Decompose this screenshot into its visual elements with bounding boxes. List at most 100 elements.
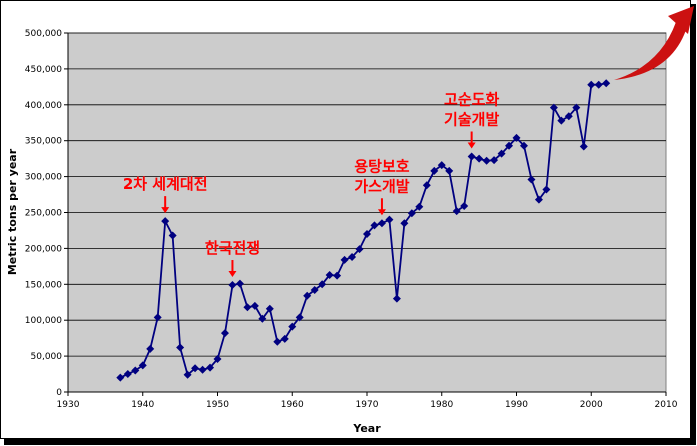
data-point <box>310 286 319 295</box>
data-point <box>318 280 327 289</box>
y-tick-label: 400,000 <box>25 101 62 111</box>
annotation-label: 가스개발 <box>354 177 409 195</box>
x-axis-ticks: 1930 1940 1950 1960 1970 1980 1990 2000 2010 <box>57 33 678 410</box>
data-point <box>594 80 603 89</box>
data-point <box>198 365 207 374</box>
data-point <box>340 255 349 264</box>
data-point <box>363 230 371 239</box>
data-point <box>392 294 401 303</box>
trend-arrow-icon <box>614 6 694 80</box>
data-point <box>348 253 357 262</box>
data-point <box>250 301 259 310</box>
annotation-arrow-head <box>467 142 476 149</box>
data-point <box>243 303 252 312</box>
data-point <box>400 219 409 228</box>
data-point <box>557 116 566 125</box>
y-axis-title: Metric tons per year <box>6 148 19 275</box>
y-tick-label: 0 <box>56 388 62 398</box>
data-point <box>161 217 170 226</box>
annotation-label: 2차 세계대전 <box>123 175 208 193</box>
data-point <box>325 270 334 279</box>
data-point <box>505 141 514 150</box>
data-point <box>265 304 274 313</box>
y-tick-label: 450,000 <box>25 65 62 75</box>
data-point <box>333 271 342 280</box>
data-point <box>549 103 558 112</box>
annotation-korea: 한국전쟁 <box>205 239 260 278</box>
data-point <box>183 370 192 379</box>
data-point <box>355 245 364 254</box>
annotation-label: 용탕보호 <box>354 157 409 175</box>
data-point <box>295 313 304 322</box>
data-point <box>437 161 446 170</box>
gridlines <box>68 32 666 357</box>
data-point <box>235 279 244 288</box>
annotation-label: 한국전쟁 <box>205 239 260 257</box>
data-point <box>146 344 155 353</box>
data-point <box>370 221 379 230</box>
data-point <box>572 103 581 112</box>
x-tick-label: 1940 <box>131 400 154 410</box>
x-tick-label: 2010 <box>655 400 678 410</box>
data-point <box>303 291 312 300</box>
data-point <box>497 149 506 158</box>
data-point <box>475 154 484 163</box>
y-tick-label: 300,000 <box>25 173 62 183</box>
y-axis-ticks: 0 50,000 100,000 150,000 200,000 250,000 300,0… <box>25 29 68 398</box>
data-point <box>482 156 491 165</box>
annotation-label: 고순도화 <box>444 90 499 108</box>
data-point <box>527 175 536 184</box>
data-point <box>206 363 215 372</box>
data-point <box>176 343 185 352</box>
data-point <box>534 195 543 204</box>
data-point <box>445 166 454 175</box>
data-point <box>542 185 551 194</box>
x-tick-label: 1960 <box>281 400 304 410</box>
data-point <box>258 314 267 323</box>
data-point <box>280 334 289 343</box>
x-tick-label: 1970 <box>356 400 379 410</box>
data-point <box>191 364 200 373</box>
annotation-arrow-head <box>161 207 170 214</box>
y-tick-label: 200,000 <box>25 244 62 254</box>
data-point <box>430 166 439 175</box>
annotation-arrow-head <box>228 271 237 278</box>
y-tick-label: 350,000 <box>25 137 62 147</box>
data-point <box>407 209 416 218</box>
x-axis-title: Year <box>352 422 381 435</box>
y-tick-label: 50,000 <box>31 352 63 362</box>
y-tick-label: 100,000 <box>25 316 62 326</box>
annotation-arrow-head <box>377 209 386 216</box>
annotation-ww2: 2차 세계대전 <box>123 175 208 214</box>
x-tick-label: 1950 <box>206 400 229 410</box>
data-point <box>228 281 237 290</box>
data-point <box>467 152 476 161</box>
data-point <box>460 202 469 211</box>
x-tick-label: 1990 <box>505 400 528 410</box>
data-point <box>602 79 611 88</box>
data-point <box>587 80 596 89</box>
data-point <box>415 202 424 211</box>
data-point <box>131 366 140 375</box>
data-point <box>288 322 297 331</box>
data-point <box>273 337 282 346</box>
y-tick-label: 150,000 <box>25 280 62 290</box>
data-point <box>116 373 125 382</box>
data-point <box>385 215 394 224</box>
x-tick-label: 2000 <box>580 400 603 410</box>
data-point <box>153 313 162 322</box>
data-point <box>579 142 588 151</box>
data-point <box>519 141 528 150</box>
x-tick-label: 1980 <box>430 400 453 410</box>
data-point <box>168 231 177 240</box>
data-point <box>123 370 132 379</box>
data-point <box>512 133 521 142</box>
x-tick-label: 1930 <box>57 400 80 410</box>
data-point <box>490 156 499 165</box>
data-point <box>377 219 386 228</box>
annotation-label: 기술개발 <box>444 110 499 128</box>
